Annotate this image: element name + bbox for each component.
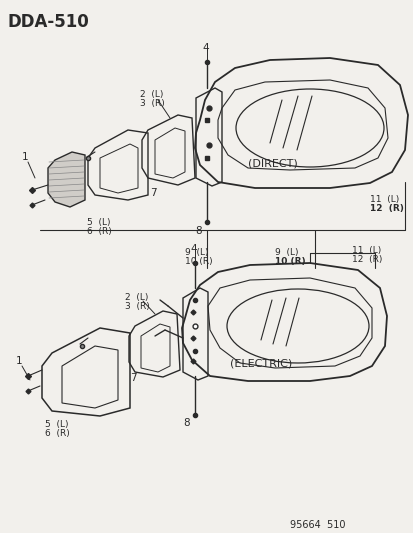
Text: 4: 4 bbox=[202, 43, 208, 53]
Text: 5  (L): 5 (L) bbox=[45, 420, 68, 429]
Text: 3  (R): 3 (R) bbox=[125, 302, 150, 311]
Polygon shape bbox=[48, 152, 85, 207]
Text: 8: 8 bbox=[195, 226, 201, 236]
Text: 8: 8 bbox=[183, 418, 189, 428]
Text: 10 (R): 10 (R) bbox=[185, 257, 212, 266]
Text: 2  (L): 2 (L) bbox=[125, 293, 148, 302]
Text: 2  (L): 2 (L) bbox=[140, 90, 163, 99]
Text: DDA-510: DDA-510 bbox=[8, 13, 90, 31]
Text: 95664  510: 95664 510 bbox=[289, 520, 345, 530]
Text: (DIRECT): (DIRECT) bbox=[247, 158, 297, 168]
Text: (ELECTRIC): (ELECTRIC) bbox=[230, 358, 292, 368]
Text: 7: 7 bbox=[150, 188, 156, 198]
Text: 1: 1 bbox=[22, 152, 28, 162]
Text: 9  (L): 9 (L) bbox=[274, 248, 298, 257]
Text: 7: 7 bbox=[130, 373, 136, 383]
Text: 12  (R): 12 (R) bbox=[351, 255, 382, 264]
Text: 1: 1 bbox=[16, 356, 23, 366]
Text: 10 (R): 10 (R) bbox=[274, 257, 305, 266]
Text: 9  (L): 9 (L) bbox=[185, 248, 208, 257]
Text: 6  (R): 6 (R) bbox=[87, 227, 112, 236]
Text: 11  (L): 11 (L) bbox=[369, 195, 398, 204]
Text: 5  (L): 5 (L) bbox=[87, 218, 110, 227]
Text: 12  (R): 12 (R) bbox=[369, 204, 403, 213]
Text: 6  (R): 6 (R) bbox=[45, 429, 69, 438]
Text: 3  (R): 3 (R) bbox=[140, 99, 164, 108]
Text: 4: 4 bbox=[190, 244, 196, 254]
Text: 11  (L): 11 (L) bbox=[351, 246, 380, 255]
